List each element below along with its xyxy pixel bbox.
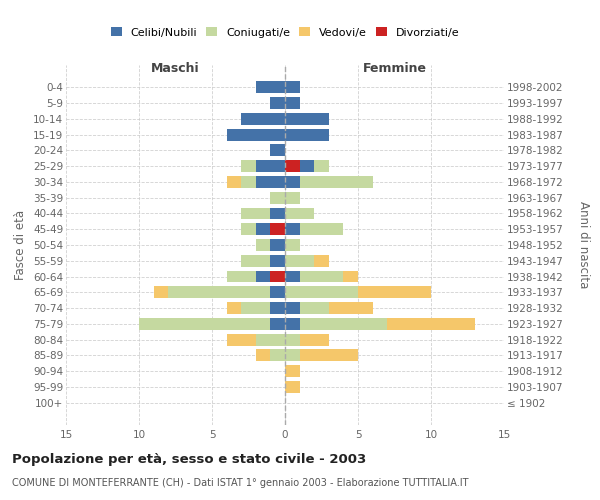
- Text: COMUNE DI MONTEFERRANTE (CH) - Dati ISTAT 1° gennaio 2003 - Elaborazione TUTTITA: COMUNE DI MONTEFERRANTE (CH) - Dati ISTA…: [12, 478, 469, 488]
- Bar: [271, 255, 285, 266]
- Text: Femmine: Femmine: [362, 62, 427, 74]
- Bar: [358, 286, 431, 298]
- Bar: [241, 160, 256, 172]
- Bar: [285, 176, 299, 188]
- Bar: [271, 97, 285, 109]
- Bar: [271, 270, 285, 282]
- Bar: [285, 160, 299, 172]
- Bar: [271, 192, 285, 203]
- Bar: [256, 82, 285, 93]
- Bar: [271, 302, 285, 314]
- Bar: [285, 366, 299, 377]
- Bar: [299, 350, 358, 362]
- Bar: [256, 224, 271, 235]
- Bar: [285, 302, 299, 314]
- Bar: [227, 334, 256, 345]
- Bar: [227, 176, 241, 188]
- Text: Popolazione per età, sesso e stato civile - 2003: Popolazione per età, sesso e stato civil…: [12, 452, 366, 466]
- Bar: [139, 318, 271, 330]
- Bar: [299, 318, 387, 330]
- Bar: [271, 208, 285, 220]
- Bar: [241, 208, 271, 220]
- Bar: [285, 350, 299, 362]
- Bar: [227, 302, 241, 314]
- Text: Maschi: Maschi: [151, 62, 200, 74]
- Bar: [271, 239, 285, 251]
- Bar: [299, 176, 373, 188]
- Bar: [314, 160, 329, 172]
- Bar: [256, 239, 271, 251]
- Bar: [285, 318, 299, 330]
- Legend: Celibi/Nubili, Coniugati/e, Vedovi/e, Divorziati/e: Celibi/Nubili, Coniugati/e, Vedovi/e, Di…: [107, 24, 463, 41]
- Bar: [168, 286, 271, 298]
- Bar: [314, 255, 329, 266]
- Bar: [329, 302, 373, 314]
- Bar: [256, 350, 271, 362]
- Bar: [285, 192, 299, 203]
- Y-axis label: Fasce di età: Fasce di età: [14, 210, 28, 280]
- Bar: [285, 224, 299, 235]
- Bar: [256, 270, 271, 282]
- Bar: [285, 208, 314, 220]
- Bar: [227, 270, 256, 282]
- Bar: [241, 302, 271, 314]
- Bar: [285, 334, 299, 345]
- Bar: [299, 160, 314, 172]
- Bar: [154, 286, 168, 298]
- Bar: [271, 318, 285, 330]
- Bar: [271, 224, 285, 235]
- Bar: [285, 270, 299, 282]
- Bar: [285, 113, 329, 124]
- Bar: [299, 334, 329, 345]
- Bar: [285, 82, 299, 93]
- Bar: [241, 113, 285, 124]
- Bar: [227, 128, 285, 140]
- Bar: [285, 255, 314, 266]
- Bar: [271, 286, 285, 298]
- Bar: [299, 270, 343, 282]
- Bar: [256, 160, 285, 172]
- Bar: [256, 334, 285, 345]
- Y-axis label: Anni di nascita: Anni di nascita: [577, 202, 590, 288]
- Bar: [241, 224, 256, 235]
- Bar: [285, 381, 299, 393]
- Bar: [299, 302, 329, 314]
- Bar: [299, 224, 343, 235]
- Bar: [256, 176, 285, 188]
- Bar: [387, 318, 475, 330]
- Bar: [271, 350, 285, 362]
- Bar: [285, 286, 358, 298]
- Bar: [241, 255, 271, 266]
- Bar: [271, 144, 285, 156]
- Bar: [285, 128, 329, 140]
- Bar: [285, 239, 299, 251]
- Bar: [241, 176, 256, 188]
- Bar: [343, 270, 358, 282]
- Bar: [285, 97, 299, 109]
